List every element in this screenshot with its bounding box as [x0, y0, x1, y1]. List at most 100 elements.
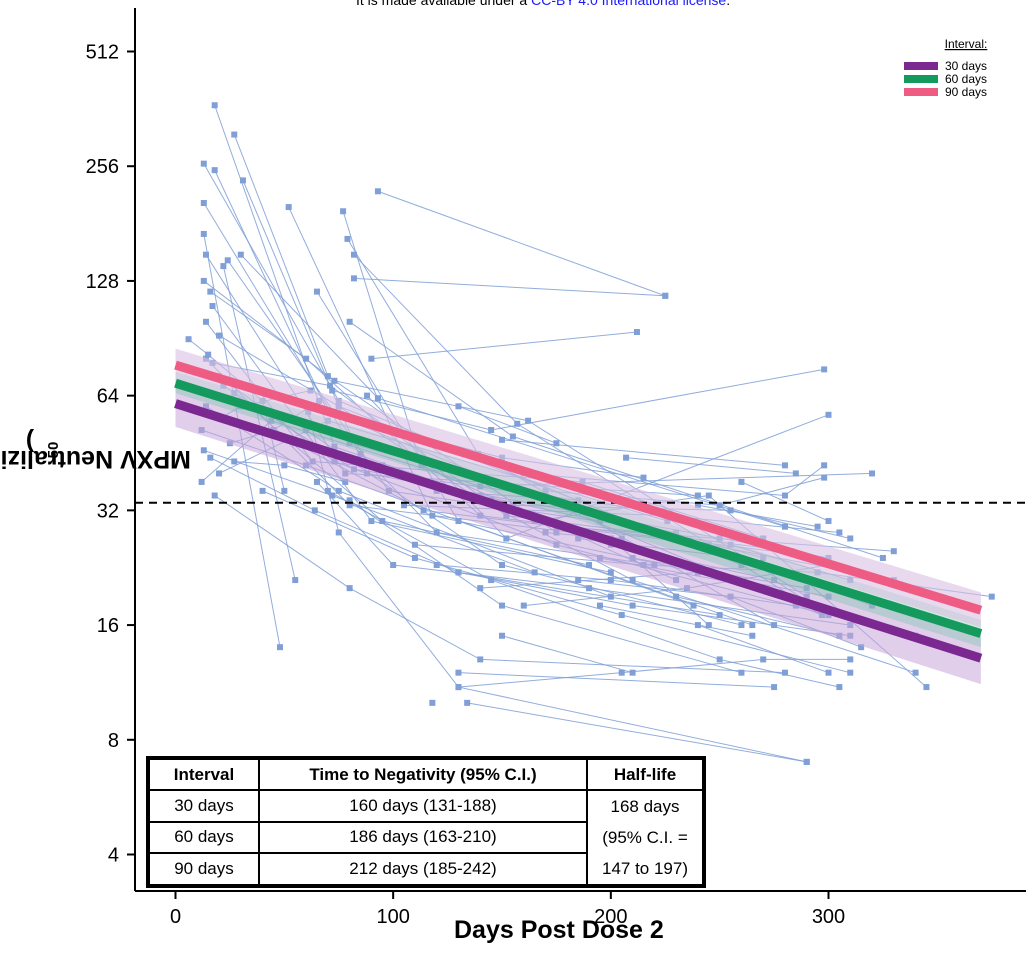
subject-point: [411, 541, 418, 548]
subject-point: [618, 669, 625, 676]
subject-point: [200, 160, 207, 167]
subject-point: [499, 436, 505, 443]
subject-point: [335, 529, 342, 536]
subject-point: [455, 684, 462, 691]
subject-point: [346, 497, 353, 504]
subject-point: [335, 487, 342, 494]
subject-point: [694, 492, 701, 499]
subject-point: [276, 644, 283, 651]
y-axis-title-close: ): [25, 428, 35, 457]
subject-point: [520, 602, 527, 609]
subject-point: [988, 593, 995, 600]
subject-point: [259, 487, 266, 494]
subject-point: [477, 585, 484, 592]
subject-line: [353, 277, 666, 297]
subject-point: [420, 507, 427, 514]
fit-line: [174, 399, 983, 663]
subject-point: [200, 447, 207, 454]
subject-point: [185, 336, 192, 343]
subject-point: [836, 684, 843, 691]
subject-point: [202, 251, 209, 258]
subject-line: [458, 658, 851, 688]
subject-point: [821, 462, 828, 469]
fit-line: [174, 360, 983, 615]
subject-point: [346, 502, 353, 509]
subject-point: [640, 474, 647, 481]
subject-point: [231, 131, 238, 138]
subject-point: [879, 554, 886, 561]
license-link[interactable]: CC-BY 4.0 International license: [531, 0, 727, 8]
subject-point: [281, 487, 288, 494]
table-row: 60 days 186 days (163-210): [147, 820, 704, 855]
subject-point: [499, 632, 505, 639]
subject-point: [211, 102, 218, 109]
table-row: 30 days 160 days (131-188) 168 days (95%…: [147, 789, 705, 887]
subject-point: [738, 478, 745, 485]
fit-line: [174, 378, 983, 638]
subject-point: [342, 478, 349, 485]
subject-point: [207, 454, 214, 461]
subject-point: [231, 458, 238, 465]
subject-point: [433, 529, 440, 536]
table-cell-halflife: 168 days (95% C.I. = 147 to 197): [586, 789, 705, 887]
x-tick-label: 0: [170, 906, 181, 928]
subject-point: [411, 554, 418, 561]
y-tick-label: 64: [97, 386, 119, 408]
subject-point: [455, 569, 462, 576]
subject-point: [836, 529, 843, 536]
subject-point: [662, 292, 669, 299]
fit-lines: [174, 360, 983, 663]
table-row: 90 days 212 days (185-242): [147, 852, 704, 887]
subject-point: [340, 208, 347, 215]
y-tick-label: 4: [108, 845, 119, 867]
table-cell-interval: 30 days: [147, 789, 260, 823]
subject-point: [716, 612, 723, 619]
subject-point: [781, 462, 788, 469]
subject-point: [825, 411, 832, 418]
subject-point: [216, 332, 223, 339]
subject-point: [499, 562, 505, 569]
y-tick-label: 8: [108, 730, 119, 752]
subject-point: [390, 562, 397, 569]
legend-label: 60 days: [945, 72, 987, 86]
subject-line: [371, 331, 638, 360]
subject-point: [847, 656, 854, 663]
subject-point: [705, 622, 712, 629]
subject-point: [749, 632, 756, 639]
subject-point: [553, 440, 560, 447]
table-header: Time to Negativity (95% C.I.): [258, 757, 588, 791]
x-axis-title: Days Post Dose 2: [454, 916, 664, 944]
subject-point: [760, 656, 767, 663]
subject-line: [501, 635, 633, 674]
subject-point: [311, 507, 318, 514]
subject-point: [374, 395, 381, 402]
subject-point: [858, 644, 865, 651]
subject-point: [433, 562, 440, 569]
subject-point: [607, 577, 614, 584]
subject-point: [531, 569, 538, 576]
table-header: Half-life: [586, 757, 705, 791]
subject-point: [825, 669, 832, 676]
subject-point: [429, 699, 436, 706]
legend-swatch: [904, 62, 938, 70]
table-header: Interval: [147, 757, 260, 791]
subject-point: [847, 669, 854, 676]
subject-point: [207, 288, 214, 295]
subject-point: [313, 288, 320, 295]
subject-point: [285, 204, 292, 211]
y-tick-label: 16: [97, 615, 119, 637]
subject-point: [209, 303, 216, 310]
table-cell-time: 212 days (185-242): [258, 852, 588, 887]
table-cell-interval: 60 days: [147, 820, 260, 855]
subject-point: [781, 523, 788, 530]
subject-point: [890, 548, 897, 555]
legend-title: Interval:: [945, 37, 988, 51]
subject-point: [344, 235, 351, 242]
subject-point: [455, 403, 462, 410]
subject-point: [912, 669, 919, 676]
y-tick-label: 32: [97, 500, 119, 522]
subject-point: [220, 263, 227, 270]
subject-line: [458, 672, 775, 688]
